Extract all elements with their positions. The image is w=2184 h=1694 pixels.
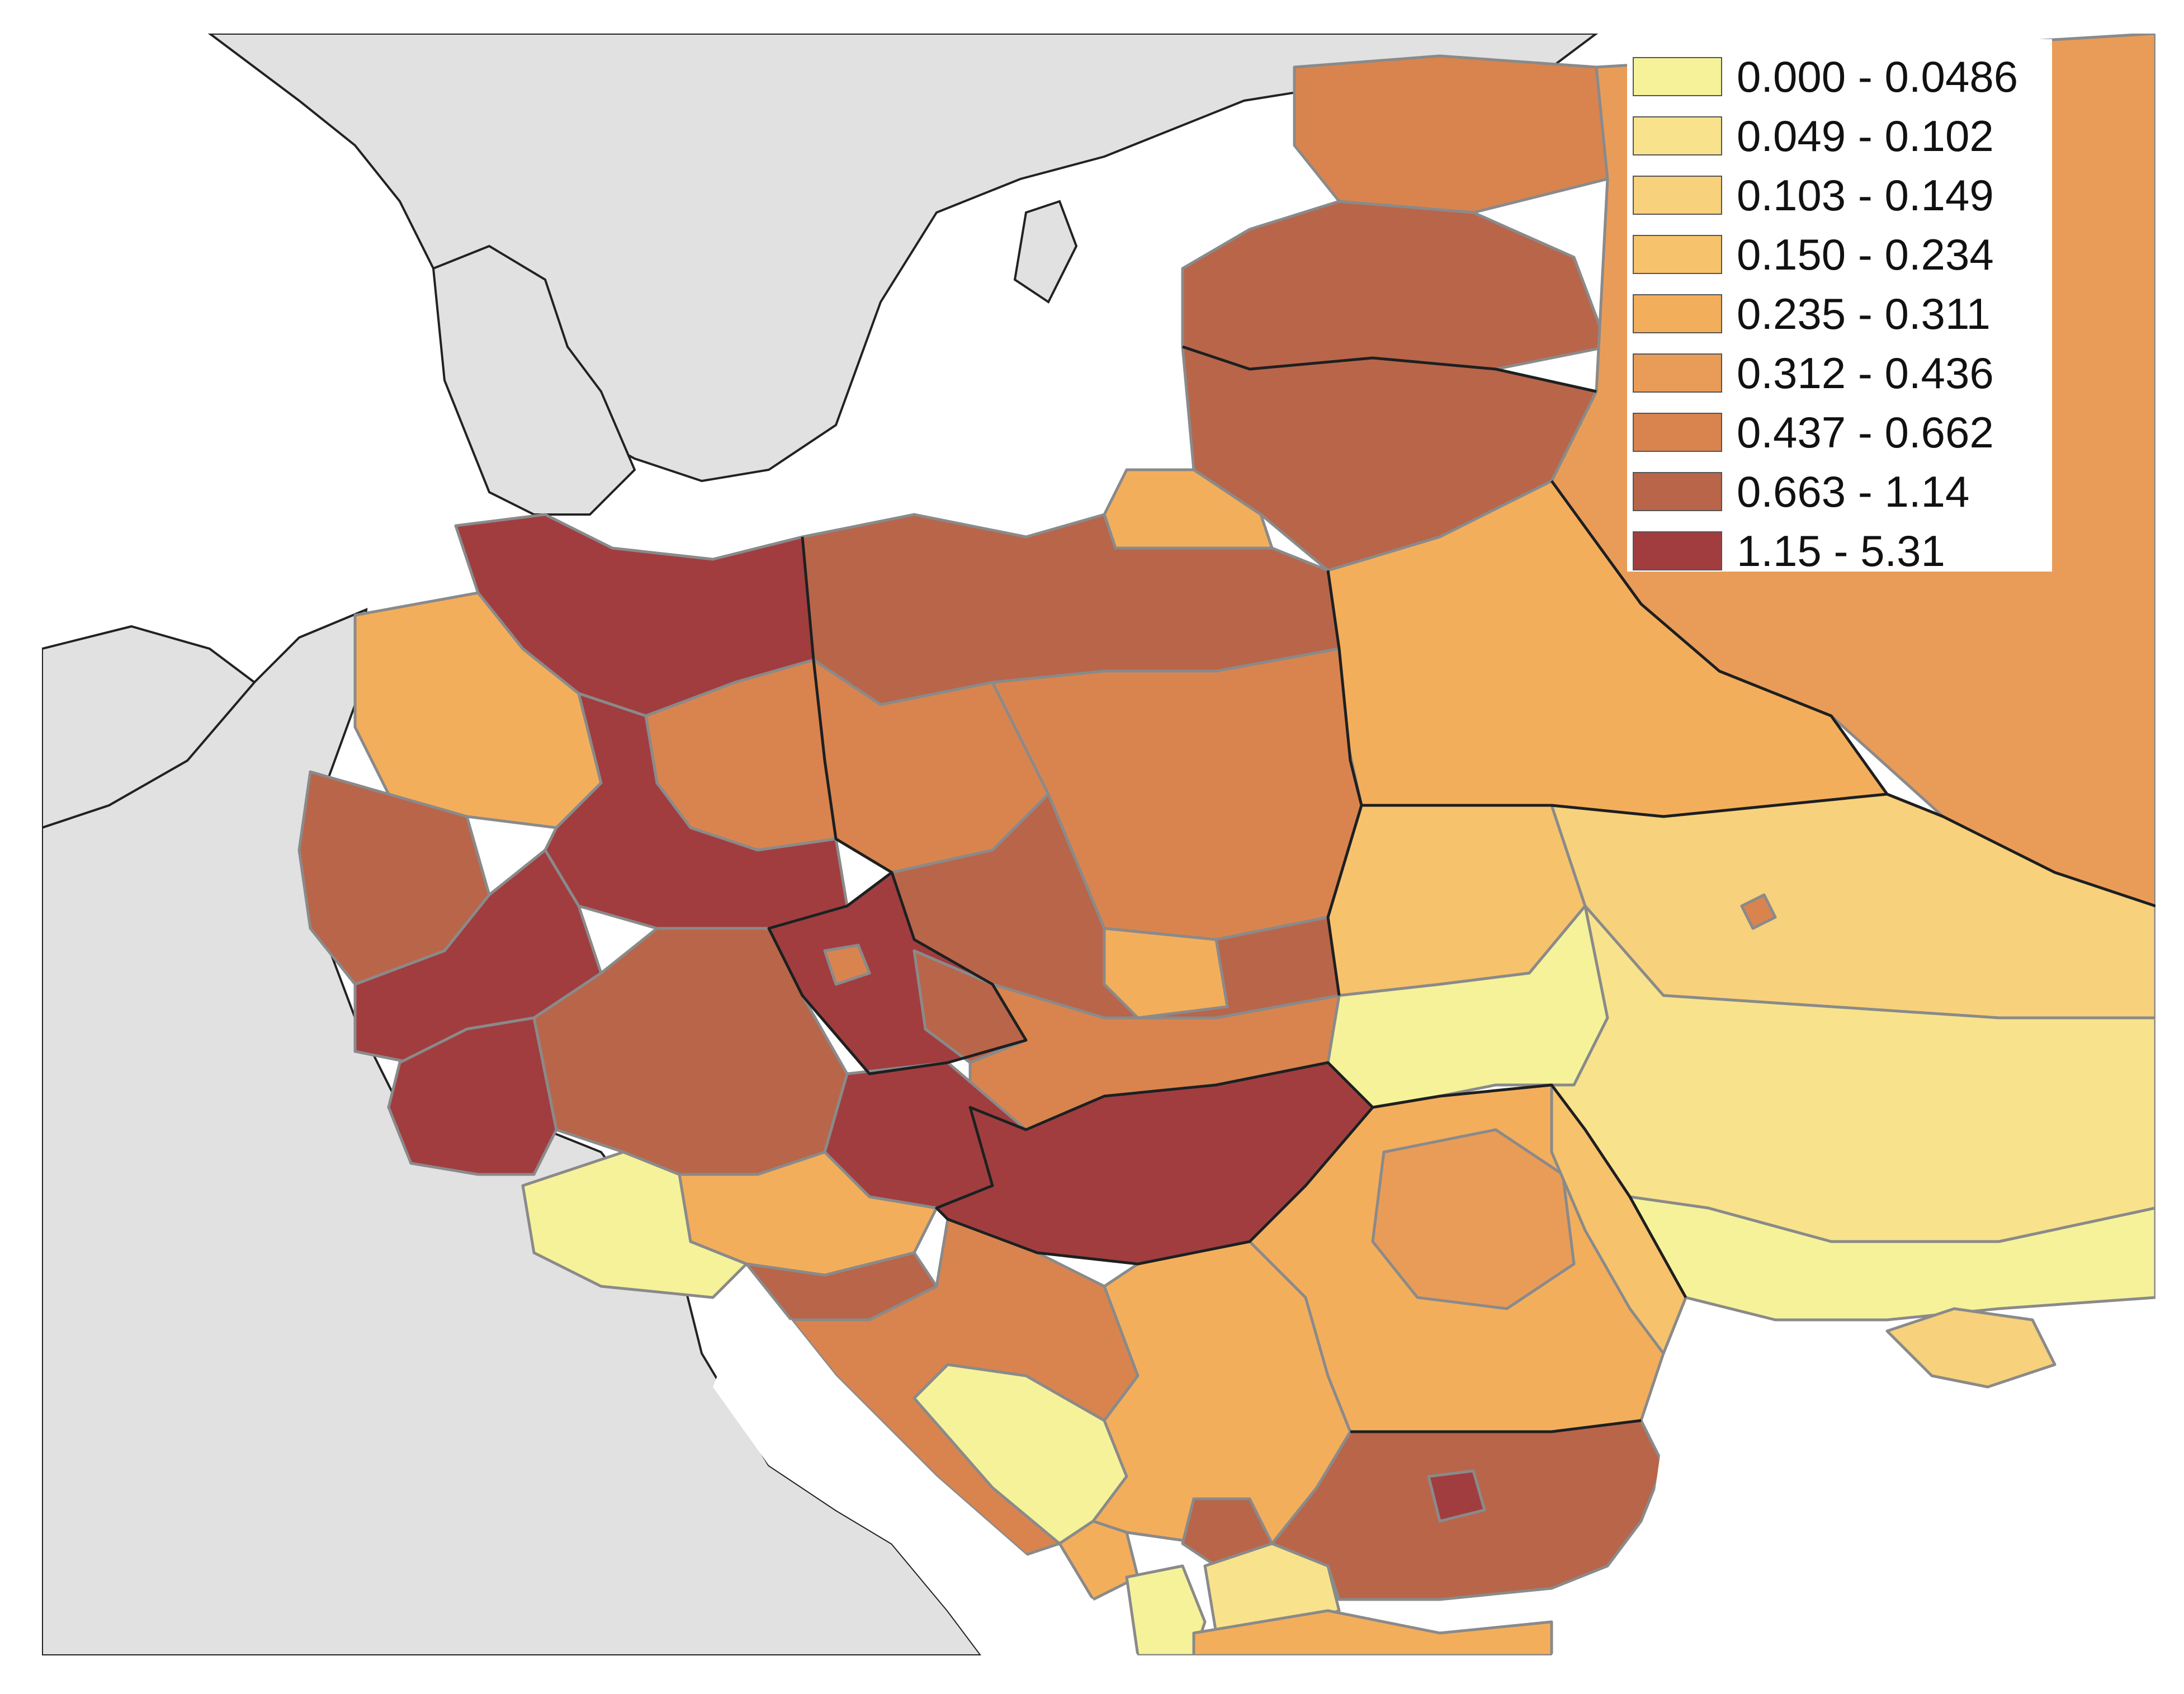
legend-item: 1.15 - 5.31 bbox=[1633, 521, 2046, 581]
study-regions bbox=[297, 34, 2155, 1655]
legend-swatch bbox=[1633, 116, 1722, 155]
region-romania-transylvania bbox=[1371, 1128, 1576, 1310]
border-germany-poland bbox=[801, 536, 893, 874]
legend-item: 0.235 - 0.311 bbox=[1633, 284, 2046, 343]
region-ukraine-kyiv-city bbox=[1740, 893, 1777, 930]
gotland-island bbox=[1013, 200, 1078, 304]
border-baltics bbox=[1182, 345, 1597, 393]
legend-label: 0.663 - 1.14 bbox=[1737, 466, 1970, 516]
border-poland-belarus bbox=[1326, 570, 1363, 996]
west-edge-land bbox=[42, 625, 256, 829]
legend-item: 0.150 - 0.234 bbox=[1633, 225, 2046, 284]
border-hungary bbox=[935, 1061, 1374, 1266]
region-estonia bbox=[1293, 54, 1609, 214]
legend-item: 0.000 - 0.0486 bbox=[1633, 47, 2046, 106]
legend-swatch bbox=[1633, 57, 1722, 96]
legend-swatch bbox=[1633, 176, 1722, 215]
legend-label: 0.312 - 0.436 bbox=[1737, 348, 1994, 398]
denmark-land bbox=[432, 244, 636, 516]
region-montenegro bbox=[1058, 1520, 1140, 1601]
legend-item: 0.312 - 0.436 bbox=[1633, 343, 2046, 403]
legend-swatch bbox=[1633, 353, 1722, 393]
legend-swatch bbox=[1633, 472, 1722, 511]
border-ukraine-romania bbox=[1372, 1083, 1687, 1299]
region-ukraine-south bbox=[1628, 1195, 2155, 1322]
legend-label: 0.235 - 0.311 bbox=[1737, 289, 1991, 338]
region-germany-southwest bbox=[387, 1016, 558, 1176]
black-sea bbox=[1552, 1320, 2155, 1655]
legend-label: 0.103 - 0.149 bbox=[1737, 170, 1994, 220]
region-bulgaria-sofia bbox=[1427, 1469, 1486, 1523]
legend-label: 1.15 - 5.31 bbox=[1737, 526, 1945, 575]
legend-label: 0.000 - 0.0486 bbox=[1737, 51, 2018, 101]
legend-label: 0.437 - 0.662 bbox=[1737, 407, 1994, 457]
legend-item: 0.663 - 1.14 bbox=[1633, 462, 2046, 521]
border-belarus-russia bbox=[1550, 480, 1889, 795]
legend-label: 0.150 - 0.234 bbox=[1737, 229, 1994, 279]
legend-swatch bbox=[1633, 531, 1722, 570]
legend-swatch bbox=[1633, 294, 1722, 333]
region-poland-malopolska bbox=[1103, 927, 1229, 1020]
legend-item: 0.437 - 0.662 bbox=[1633, 403, 2046, 462]
border-czechia bbox=[767, 871, 1028, 1075]
legend-item: 0.049 - 0.102 bbox=[1633, 106, 2046, 166]
region-ukraine-west bbox=[1326, 904, 1609, 1109]
map-legend: 0.000 - 0.0486 0.049 - 0.102 0.103 - 0.1… bbox=[1627, 39, 2052, 575]
border-ukraine-north bbox=[1362, 792, 2155, 908]
region-czechia-prague bbox=[823, 943, 871, 986]
legend-item: 0.103 - 0.149 bbox=[1633, 166, 2046, 225]
country-borders bbox=[767, 345, 2155, 1433]
legend-swatch bbox=[1633, 235, 1722, 274]
region-crimea bbox=[1885, 1307, 2057, 1389]
legend-label: 0.049 - 0.102 bbox=[1737, 111, 1994, 161]
region-greece-north bbox=[1192, 1609, 1553, 1655]
legend-swatch bbox=[1633, 413, 1722, 452]
adriatic-sea bbox=[713, 1320, 1138, 1655]
border-romania-bulgaria bbox=[1350, 1419, 1642, 1433]
